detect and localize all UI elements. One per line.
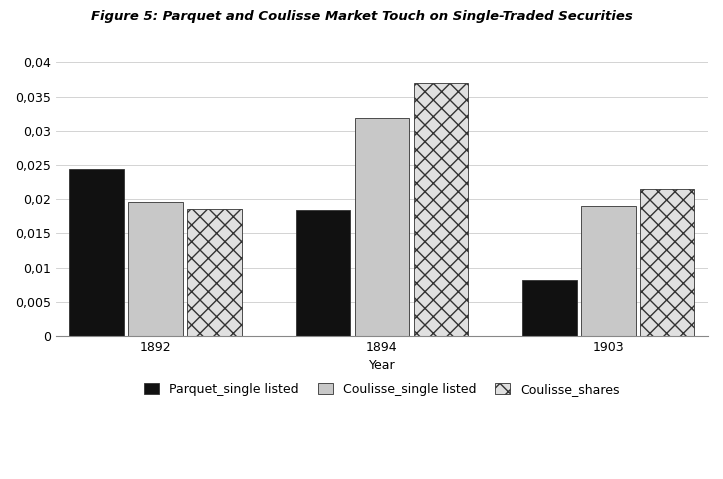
Bar [69, 169, 124, 336]
Bar [581, 206, 636, 336]
Bar [640, 189, 694, 336]
Bar [414, 83, 468, 336]
Text: Figure 5: Parquet and Coulisse Market Touch on Single-Traded Securities: Figure 5: Parquet and Coulisse Market To… [90, 10, 633, 23]
Bar [296, 210, 350, 336]
Bar [355, 118, 409, 336]
Bar [128, 202, 183, 336]
X-axis label: Year: Year [369, 359, 395, 373]
Bar [522, 280, 577, 336]
Bar [187, 209, 241, 336]
Legend: Parquet_single listed, Coulisse_single listed, Coulisse_shares: Parquet_single listed, Coulisse_single l… [140, 378, 625, 401]
